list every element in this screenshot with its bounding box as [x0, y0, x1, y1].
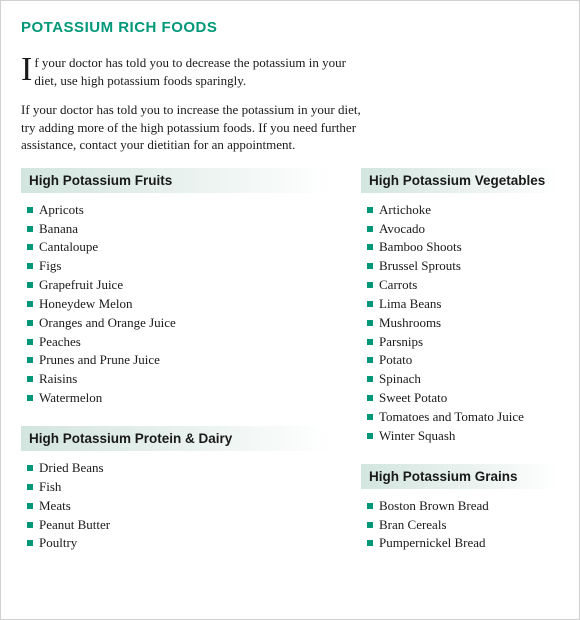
list-item: Poultry	[27, 534, 331, 553]
list-item: Fish	[27, 478, 331, 497]
intro-block: If your doctor has told you to decrease …	[21, 54, 361, 154]
list-vegetables: ArtichokeAvocadoBamboo ShootsBrussel Spr…	[361, 201, 559, 446]
section-heading-vegetables: High Potassium Vegetables	[361, 168, 559, 193]
list-item: Raisins	[27, 370, 331, 389]
list-protein: Dried BeansFishMeatsPeanut ButterPoultry	[21, 459, 331, 553]
right-column: High Potassium Vegetables ArtichokeAvoca…	[361, 168, 559, 572]
list-item: Bran Cereals	[367, 516, 559, 535]
list-item: Potato	[367, 351, 559, 370]
section-heading-protein: High Potassium Protein & Dairy	[21, 426, 331, 451]
list-item: Cantaloupe	[27, 238, 331, 257]
list-item: Parsnips	[367, 333, 559, 352]
list-item: Tomatoes and Tomato Juice	[367, 408, 559, 427]
dropcap: I	[21, 54, 34, 84]
intro-paragraph-1: If your doctor has told you to decrease …	[21, 54, 361, 89]
list-item: Peaches	[27, 333, 331, 352]
section-heading-grains: High Potassium Grains	[361, 464, 559, 489]
list-item: Boston Brown Bread	[367, 497, 559, 516]
list-item: Honeydew Melon	[27, 295, 331, 314]
list-item: Bamboo Shoots	[367, 238, 559, 257]
list-item: Sweet Potato	[367, 389, 559, 408]
left-column: High Potassium Fruits ApricotsBananaCant…	[21, 168, 331, 572]
list-item: Winter Squash	[367, 427, 559, 446]
list-fruits: ApricotsBananaCantaloupeFigsGrapefruit J…	[21, 201, 331, 408]
list-item: Prunes and Prune Juice	[27, 351, 331, 370]
section-fruits: High Potassium Fruits ApricotsBananaCant…	[21, 168, 331, 408]
list-grains: Boston Brown BreadBran CerealsPumpernick…	[361, 497, 559, 554]
list-item: Apricots	[27, 201, 331, 220]
list-item: Figs	[27, 257, 331, 276]
section-protein: High Potassium Protein & Dairy Dried Bea…	[21, 426, 331, 553]
section-vegetables: High Potassium Vegetables ArtichokeAvoca…	[361, 168, 559, 446]
list-item: Mushrooms	[367, 314, 559, 333]
list-item: Oranges and Orange Juice	[27, 314, 331, 333]
columns: High Potassium Fruits ApricotsBananaCant…	[21, 168, 559, 572]
list-item: Grapefruit Juice	[27, 276, 331, 295]
section-heading-fruits: High Potassium Fruits	[21, 168, 331, 193]
intro-paragraph-2: If your doctor has told you to increase …	[21, 101, 361, 154]
list-item: Peanut Butter	[27, 516, 331, 535]
intro-p1-text: f your doctor has told you to decrease t…	[34, 55, 346, 88]
list-item: Artichoke	[367, 201, 559, 220]
list-item: Dried Beans	[27, 459, 331, 478]
list-item: Spinach	[367, 370, 559, 389]
list-item: Banana	[27, 220, 331, 239]
list-item: Pumpernickel Bread	[367, 534, 559, 553]
list-item: Avocado	[367, 220, 559, 239]
section-grains: High Potassium Grains Boston Brown Bread…	[361, 464, 559, 554]
list-item: Lima Beans	[367, 295, 559, 314]
list-item: Watermelon	[27, 389, 331, 408]
list-item: Carrots	[367, 276, 559, 295]
list-item: Meats	[27, 497, 331, 516]
page-title: POTASSIUM RICH FOODS	[21, 19, 559, 36]
list-item: Brussel Sprouts	[367, 257, 559, 276]
